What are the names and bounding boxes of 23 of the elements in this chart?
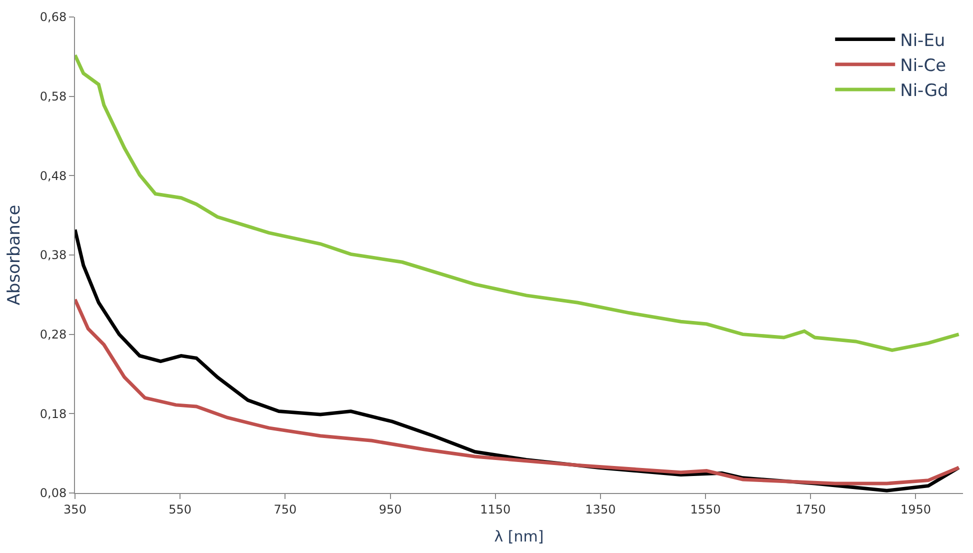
x-tick-label: 1950 [900,502,931,516]
y-tick-label: 0,18 [40,406,67,421]
x-tick-label: 1350 [585,502,616,516]
y-tick-label: 0,58 [40,90,67,104]
x-tick-label: 1150 [480,502,511,516]
y-tick-label: 0,48 [40,168,67,183]
x-tick-label: 1550 [690,502,721,516]
y-tick-label: 0,38 [40,248,67,262]
x-tick-label: 1750 [795,502,826,516]
y-tick-label: 0,68 [40,10,67,24]
legend-label: Ni-Eu [900,30,946,51]
legend-label: Ni-Ce [900,56,946,76]
line-series [75,53,961,352]
y-tick-label: 0,08 [40,486,67,500]
y-tick-label: 0,28 [40,328,67,342]
y-axis-title: Absorbance [4,204,24,306]
x-tick-label: 550 [168,502,192,516]
x-tick-label: 750 [274,502,297,516]
x-tick-label: 950 [378,502,402,516]
x-tick-label: 350 [64,502,86,516]
legend-label: Ni-Gd [900,81,948,102]
line-series [75,298,961,486]
x-axis-title: λ [nm] [494,527,544,546]
